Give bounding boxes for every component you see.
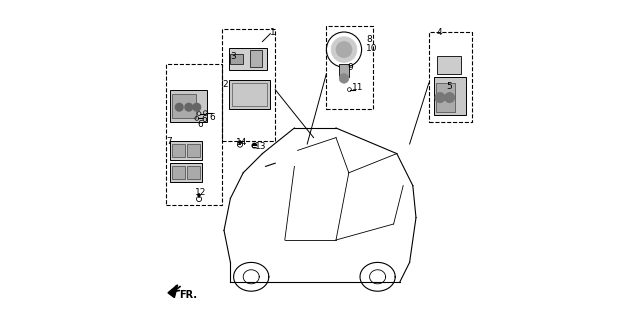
Text: 11: 11	[352, 83, 364, 92]
Text: 3: 3	[230, 52, 236, 60]
Bar	[429, 32, 472, 122]
Bar	[223, 29, 275, 141]
Bar	[232, 83, 268, 106]
Text: 9: 9	[347, 63, 353, 72]
Text: 10: 10	[366, 44, 378, 53]
Text: 4: 4	[437, 28, 442, 36]
Bar	[172, 166, 185, 179]
Bar	[326, 26, 372, 109]
Bar	[166, 64, 222, 205]
Bar	[437, 56, 461, 74]
Polygon shape	[168, 285, 178, 298]
Text: 12: 12	[195, 188, 206, 197]
Text: 7: 7	[166, 137, 172, 146]
Bar	[187, 166, 200, 179]
Bar	[229, 48, 268, 70]
Bar	[187, 144, 200, 157]
Text: 5: 5	[447, 82, 452, 91]
Text: 8: 8	[366, 35, 372, 44]
Circle shape	[175, 103, 183, 111]
Bar	[436, 83, 455, 112]
Text: FR.: FR.	[179, 290, 197, 300]
Circle shape	[445, 93, 454, 102]
Bar	[339, 64, 349, 77]
Bar	[434, 77, 466, 115]
Circle shape	[336, 42, 352, 58]
Bar	[170, 90, 207, 122]
Circle shape	[332, 37, 357, 62]
Circle shape	[252, 143, 257, 148]
Text: 2: 2	[223, 80, 228, 89]
Circle shape	[185, 103, 193, 111]
Text: 13: 13	[255, 142, 267, 151]
Circle shape	[339, 74, 349, 83]
Bar	[170, 163, 202, 182]
Bar	[250, 50, 262, 67]
Text: 6: 6	[210, 113, 215, 122]
Bar	[172, 94, 196, 118]
Text: 6: 6	[198, 120, 204, 129]
Bar	[172, 144, 185, 157]
Circle shape	[435, 93, 445, 102]
Text: 6: 6	[201, 115, 207, 124]
Bar	[230, 54, 243, 64]
Bar	[170, 141, 202, 160]
Circle shape	[193, 103, 201, 111]
Text: 14: 14	[236, 138, 247, 147]
Bar	[229, 80, 270, 109]
Text: 1: 1	[270, 28, 276, 37]
